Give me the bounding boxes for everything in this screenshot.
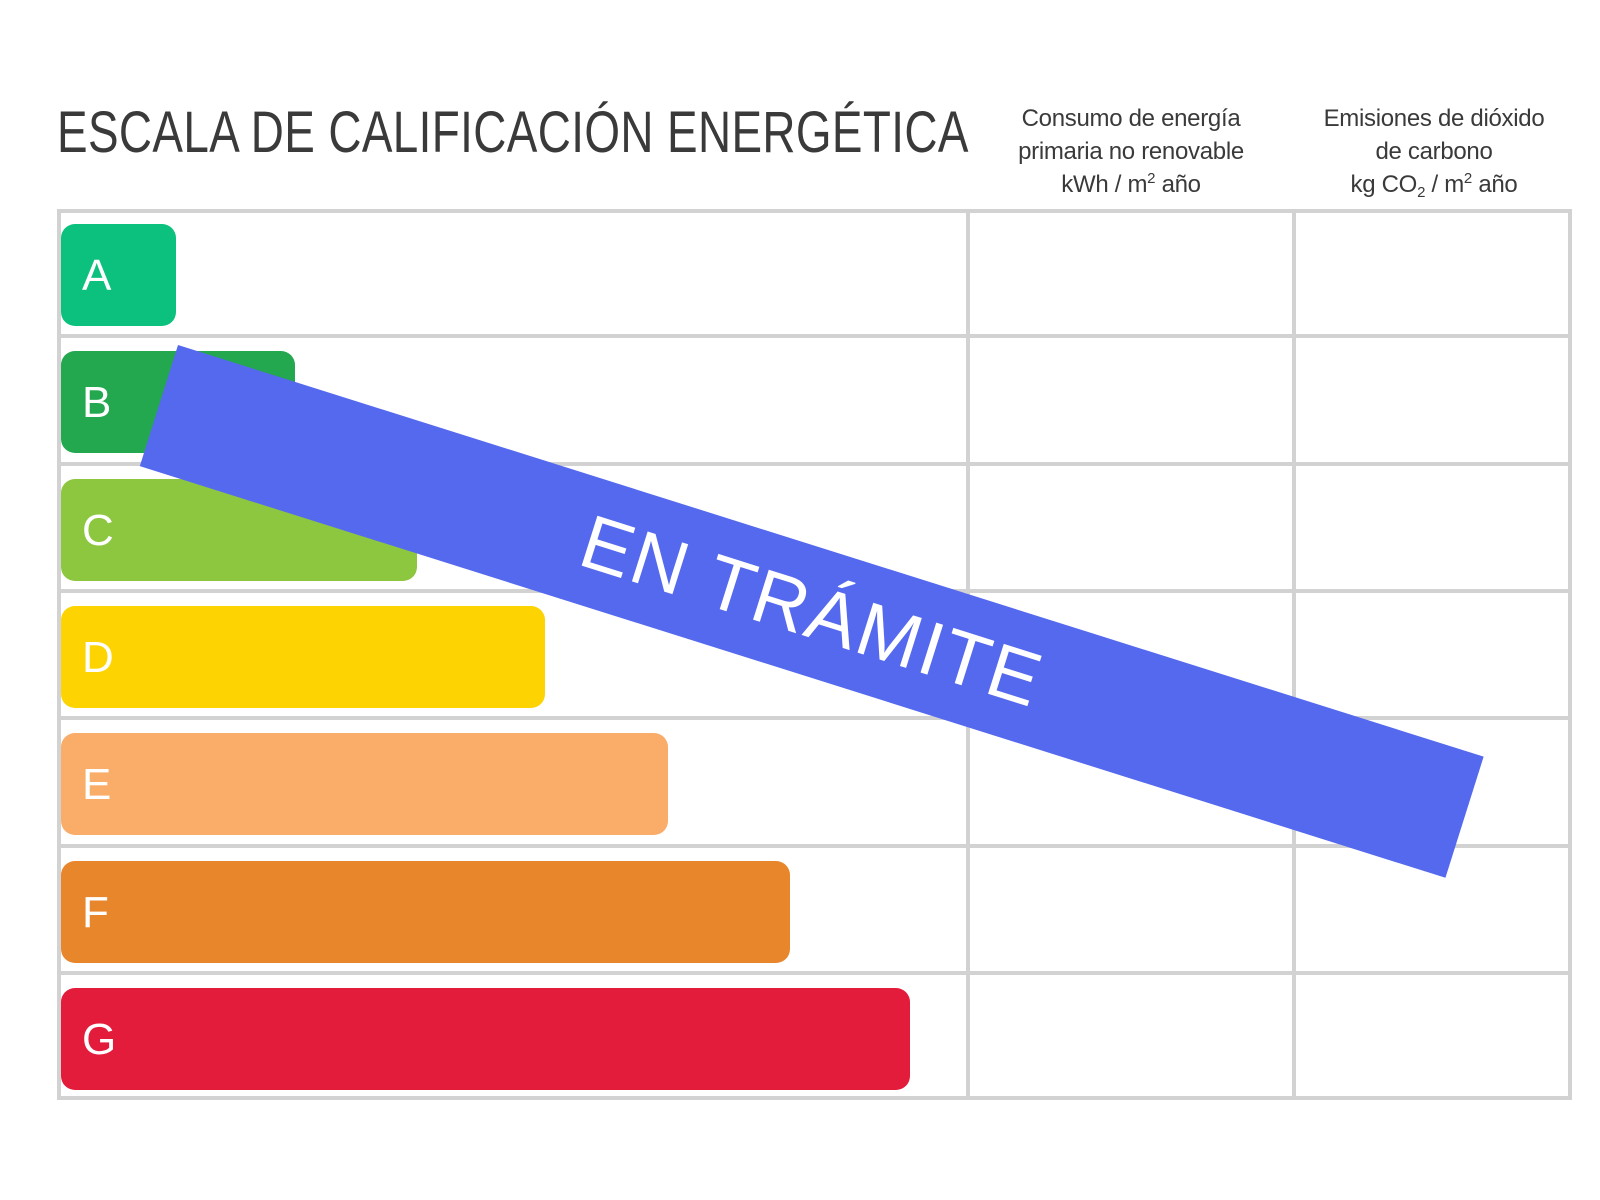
column-header-emisiones: Emisiones de dióxido de carbono kg CO2 / m…	[1292, 102, 1576, 201]
column-header-line: Emisiones de dióxido	[1323, 105, 1545, 132]
row-divider	[57, 971, 1572, 975]
row-divider	[57, 844, 1572, 848]
column-header-line: primaria no renovable	[1018, 138, 1244, 165]
rating-bar-label-b: B	[82, 378, 112, 427]
rating-bar-g: G	[61, 988, 910, 1090]
rating-bar-e: E	[61, 733, 668, 835]
column-header-line: de carbono	[1375, 138, 1493, 165]
page-title: ESCALA DE CALIFICACIÓN ENERGÉTICA	[57, 100, 969, 165]
rating-table	[57, 209, 1572, 1100]
rating-bar-label-d: D	[82, 633, 114, 682]
row-divider	[57, 462, 1572, 466]
rating-bar-f: F	[61, 861, 790, 963]
rating-bar-label-a: A	[82, 251, 112, 300]
rating-bar-d: D	[61, 606, 545, 708]
row-divider	[57, 716, 1572, 720]
rating-bar-label-c: C	[82, 506, 114, 555]
column-header-line: kWh / m2 año	[1061, 170, 1201, 198]
rating-bar-label-f: F	[82, 888, 109, 937]
column-header-line: kg CO2 / m2 año	[1350, 170, 1518, 201]
rating-bar-label-e: E	[82, 760, 112, 809]
column-header-line: Consumo de energía	[1021, 105, 1241, 132]
rating-bar-a: A	[61, 224, 176, 326]
column-divider-emisiones	[1292, 209, 1296, 1100]
rating-bar-label-g: G	[82, 1015, 117, 1064]
column-header-consumo: Consumo de energía primaria no renovable k…	[966, 102, 1296, 201]
row-divider	[57, 334, 1572, 338]
